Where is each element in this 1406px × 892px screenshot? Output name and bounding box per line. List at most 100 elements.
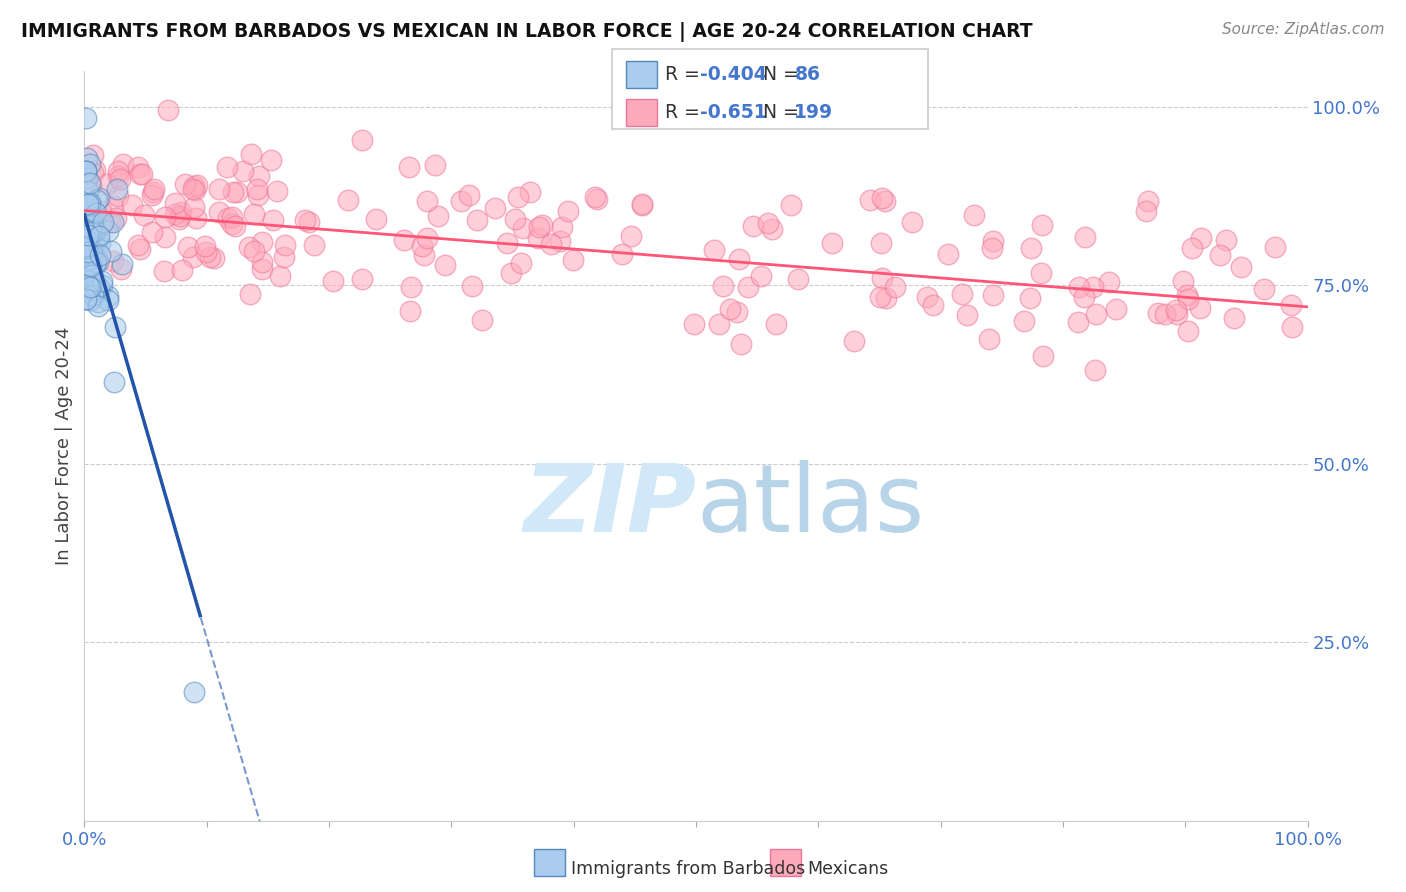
Point <box>530 218 553 232</box>
Point <box>761 222 783 236</box>
Point <box>183 685 205 699</box>
Point <box>87 229 110 244</box>
Point <box>725 305 748 319</box>
Point <box>75 292 97 306</box>
Point <box>273 250 295 264</box>
Point <box>89 248 111 262</box>
Point <box>901 215 924 229</box>
Point <box>496 236 519 251</box>
Point <box>104 320 127 334</box>
Point <box>86 194 108 208</box>
Point <box>1105 302 1128 317</box>
Point <box>392 233 415 247</box>
Point <box>194 244 217 259</box>
Point <box>80 209 103 223</box>
Point <box>76 281 98 295</box>
Point <box>80 219 103 234</box>
Point <box>84 257 107 271</box>
Point <box>86 255 108 269</box>
Point <box>75 202 97 216</box>
Point <box>1166 303 1188 318</box>
Point <box>527 231 550 245</box>
Point <box>79 176 101 190</box>
Text: N =: N = <box>763 65 806 84</box>
Point <box>484 202 506 216</box>
Point <box>1253 282 1275 296</box>
Point <box>352 133 374 147</box>
Point <box>821 236 844 251</box>
Point <box>737 280 759 294</box>
Point <box>86 299 108 313</box>
Point <box>183 200 205 214</box>
Point <box>183 178 205 193</box>
Point <box>709 317 731 331</box>
Point <box>232 164 254 178</box>
Point <box>91 219 114 233</box>
Point <box>1209 247 1232 261</box>
Point <box>82 166 104 180</box>
Point <box>142 182 165 196</box>
Point <box>142 185 165 199</box>
Point <box>1135 204 1157 219</box>
Text: ZIP: ZIP <box>523 460 696 552</box>
Point <box>471 313 494 327</box>
Point <box>76 274 98 288</box>
Point <box>274 238 297 252</box>
Point <box>75 111 97 125</box>
Point <box>938 247 960 261</box>
Point <box>221 210 243 224</box>
Point <box>548 234 571 248</box>
Text: R =: R = <box>665 65 706 84</box>
Point <box>981 288 1004 302</box>
Point <box>153 210 176 224</box>
Point <box>398 160 420 174</box>
Point <box>75 241 97 255</box>
Point <box>711 278 734 293</box>
Point <box>77 252 100 267</box>
Point <box>873 194 896 209</box>
Point <box>77 250 100 264</box>
Point <box>141 225 163 239</box>
Point <box>79 198 101 212</box>
Point <box>730 337 752 351</box>
Point <box>80 240 103 254</box>
Point <box>91 278 114 293</box>
Point <box>756 216 779 230</box>
Point <box>177 239 200 253</box>
Point <box>75 164 97 178</box>
Point <box>107 164 129 178</box>
Point <box>79 252 101 267</box>
Point <box>89 191 111 205</box>
Text: 86: 86 <box>794 65 820 84</box>
Point <box>75 247 97 261</box>
Point <box>84 273 107 287</box>
Point <box>1175 288 1198 302</box>
Point <box>127 238 149 252</box>
Point <box>239 287 262 301</box>
Point <box>683 317 706 331</box>
Point <box>84 210 107 224</box>
Point <box>77 252 100 267</box>
Point <box>82 263 104 277</box>
Point <box>703 243 725 257</box>
Point <box>75 292 97 306</box>
Point <box>322 274 344 288</box>
Point <box>82 147 104 161</box>
Point <box>112 157 135 171</box>
Point <box>586 192 609 206</box>
Point <box>842 334 865 349</box>
Point <box>742 219 765 233</box>
Point <box>80 225 103 239</box>
Point <box>181 250 204 264</box>
Text: IMMIGRANTS FROM BARBADOS VS MEXICAN IN LABOR FORCE | AGE 20-24 CORRELATION CHART: IMMIGRANTS FROM BARBADOS VS MEXICAN IN L… <box>21 22 1033 42</box>
Point <box>217 211 239 226</box>
Point <box>1032 349 1054 363</box>
Point <box>87 295 110 310</box>
Point <box>80 250 103 264</box>
Point <box>1189 301 1212 315</box>
Point <box>779 197 801 211</box>
Point <box>298 215 321 229</box>
Point <box>512 220 534 235</box>
Point <box>352 272 374 286</box>
Point <box>1171 274 1194 288</box>
